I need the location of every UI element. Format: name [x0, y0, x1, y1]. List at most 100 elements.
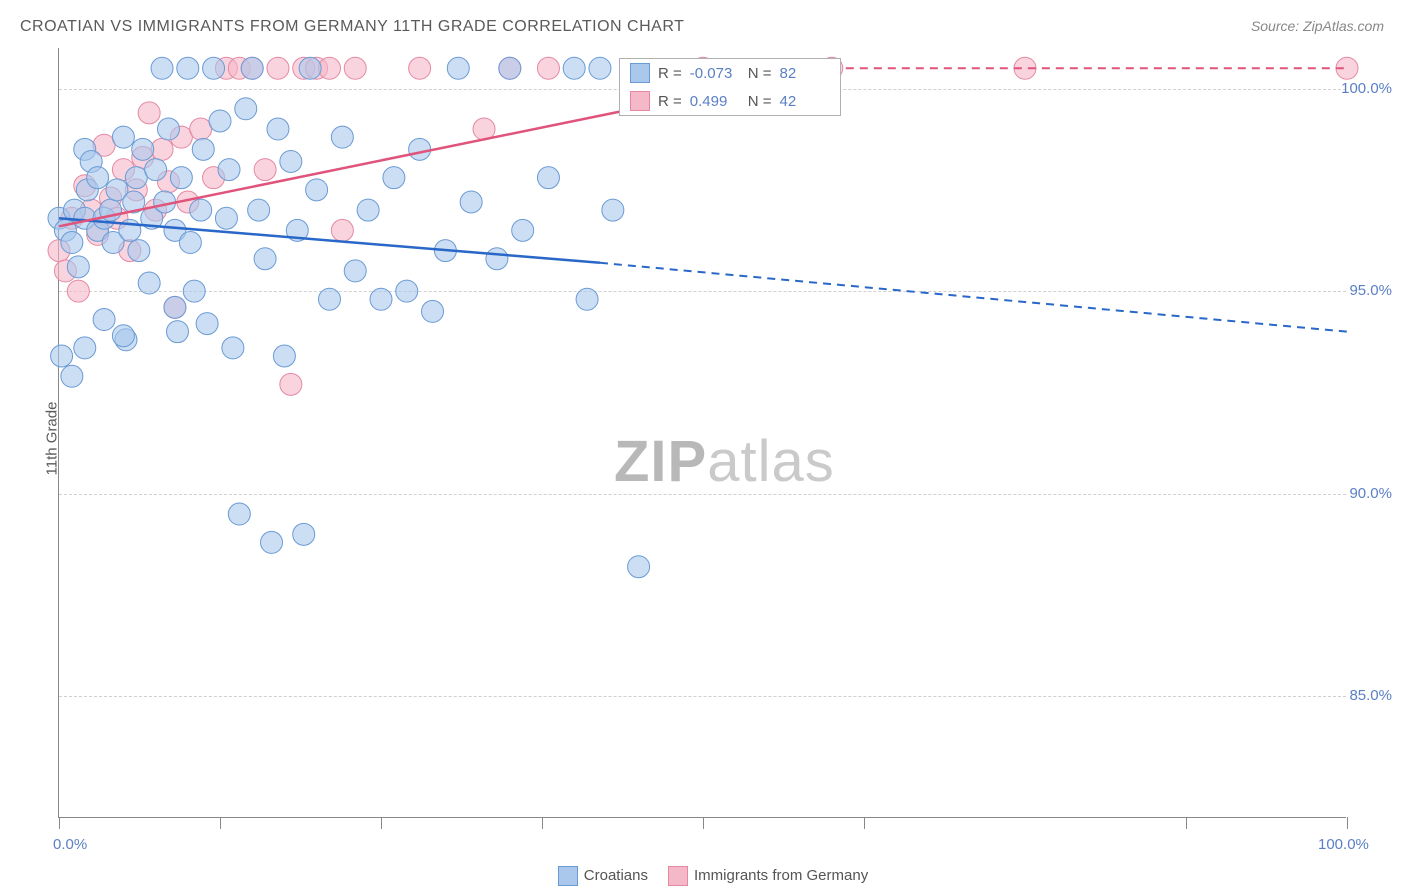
data-point: [192, 138, 214, 160]
data-point: [112, 126, 134, 148]
data-point: [67, 280, 89, 302]
data-point: [331, 126, 353, 148]
data-point: [409, 138, 431, 160]
x-tick-label: 100.0%: [1318, 836, 1369, 853]
data-point: [486, 248, 508, 270]
data-point: [138, 102, 160, 124]
data-point: [179, 232, 201, 254]
x-tick: [220, 817, 221, 829]
data-point: [177, 57, 199, 79]
plot-area: ZIPatlas R = -0.073 N = 82 R = 0.499 N = 42: [58, 48, 1346, 818]
data-point: [128, 240, 150, 262]
data-point: [74, 337, 96, 359]
data-point: [280, 373, 302, 395]
legend-swatch: [630, 91, 650, 111]
legend-n-label: N =: [748, 93, 772, 110]
data-point: [344, 57, 366, 79]
trend-line-dashed: [600, 263, 1347, 332]
data-point: [190, 199, 212, 221]
x-tick-label: 0.0%: [53, 836, 87, 853]
data-point: [203, 57, 225, 79]
x-tick: [59, 817, 60, 829]
data-point: [299, 57, 321, 79]
x-tick: [703, 817, 704, 829]
data-point: [409, 57, 431, 79]
legend-series-label: Croatians: [584, 867, 648, 884]
data-point: [61, 365, 83, 387]
x-tick: [542, 817, 543, 829]
data-point: [241, 57, 263, 79]
legend-n-label: N =: [748, 65, 772, 82]
data-point: [132, 138, 154, 160]
x-tick: [1186, 817, 1187, 829]
data-point: [267, 118, 289, 140]
legend-stats-row: R = 0.499 N = 42: [620, 87, 840, 115]
legend-bottom: Croatians Immigrants from Germany: [0, 866, 1406, 886]
data-point: [183, 280, 205, 302]
data-point: [190, 118, 212, 140]
data-point: [112, 325, 134, 347]
data-point: [196, 313, 218, 335]
x-tick: [1347, 817, 1348, 829]
data-point: [589, 57, 611, 79]
data-point: [383, 167, 405, 189]
legend-r-value: 0.499: [690, 93, 740, 110]
legend-stats-row: R = -0.073 N = 82: [620, 59, 840, 87]
data-point: [628, 556, 650, 578]
y-tick-label: 100.0%: [1341, 80, 1392, 97]
data-point: [61, 232, 83, 254]
data-point: [235, 98, 257, 120]
data-point: [228, 503, 250, 525]
data-point: [138, 272, 160, 294]
legend-r-value: -0.073: [690, 65, 740, 82]
data-point: [273, 345, 295, 367]
source-attribution: Source: ZipAtlas.com: [1251, 18, 1384, 34]
legend-r-label: R =: [658, 65, 682, 82]
x-tick: [381, 817, 382, 829]
data-point: [602, 199, 624, 221]
data-point: [151, 57, 173, 79]
legend-stats-box: R = -0.073 N = 82 R = 0.499 N = 42: [619, 58, 841, 116]
data-point: [396, 280, 418, 302]
y-tick-label: 90.0%: [1349, 485, 1392, 502]
data-point: [499, 57, 521, 79]
legend-swatch: [668, 866, 688, 886]
data-point: [215, 207, 237, 229]
data-point: [280, 150, 302, 172]
data-point: [293, 523, 315, 545]
data-point: [537, 167, 559, 189]
data-point: [93, 309, 115, 331]
data-point: [67, 256, 89, 278]
data-point: [248, 199, 270, 221]
legend-n-value: 82: [780, 65, 830, 82]
data-point: [512, 219, 534, 241]
data-point: [537, 57, 559, 79]
data-point: [218, 159, 240, 181]
data-point: [331, 219, 353, 241]
data-point: [254, 248, 276, 270]
data-point: [318, 288, 340, 310]
data-point: [261, 531, 283, 553]
data-point: [460, 191, 482, 213]
watermark: ZIPatlas: [614, 428, 835, 495]
legend-series-label: Immigrants from Germany: [694, 867, 868, 884]
data-point: [157, 118, 179, 140]
legend-r-label: R =: [658, 93, 682, 110]
data-point: [51, 345, 73, 367]
data-point: [164, 296, 186, 318]
data-point: [370, 288, 392, 310]
data-point: [576, 288, 598, 310]
x-tick: [864, 817, 865, 829]
data-point: [344, 260, 366, 282]
y-tick-label: 85.0%: [1349, 687, 1392, 704]
data-point: [318, 57, 340, 79]
data-point: [87, 167, 109, 189]
data-point: [306, 179, 328, 201]
data-point: [145, 159, 167, 181]
data-point: [125, 167, 147, 189]
data-point: [357, 199, 379, 221]
data-point: [447, 57, 469, 79]
data-point: [209, 110, 231, 132]
data-point: [166, 321, 188, 343]
legend-n-value: 42: [780, 93, 830, 110]
